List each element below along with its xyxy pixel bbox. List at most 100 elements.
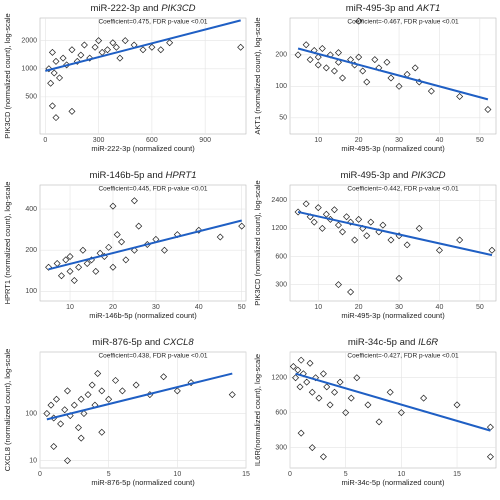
point	[453, 401, 461, 409]
point	[47, 401, 55, 409]
point	[330, 206, 338, 214]
point	[80, 409, 88, 417]
point	[334, 281, 342, 289]
fit-line	[295, 372, 491, 432]
x-tick-label: 15	[242, 471, 250, 478]
point	[166, 39, 174, 47]
point	[63, 387, 71, 395]
point	[326, 401, 334, 409]
x-tick-label: 5	[344, 471, 348, 478]
x-tick-label: 20	[355, 137, 363, 144]
point	[351, 236, 359, 244]
y-tick-label: 2000	[21, 38, 37, 45]
y-tick-label: 400	[25, 206, 37, 213]
point	[57, 272, 65, 280]
fit-line	[45, 19, 241, 72]
point	[109, 263, 117, 271]
x-tick-label: 0	[288, 471, 292, 478]
point	[334, 58, 342, 66]
point	[292, 374, 300, 382]
title-gene: CXCL8	[163, 337, 194, 348]
point	[303, 378, 311, 386]
y-tick-label: 100	[25, 410, 37, 417]
x-tick-label: 30	[395, 137, 403, 144]
y-tick-label: 100	[275, 83, 287, 90]
point	[61, 406, 69, 414]
point	[420, 394, 428, 402]
x-tick-label: 300	[93, 137, 105, 144]
annotation: Coefficient=0.475, FDR p-value <0.01	[98, 19, 207, 26]
y-tick-label: 1200	[271, 225, 287, 232]
plot-area	[289, 351, 497, 469]
y-tick-label: 600	[275, 253, 287, 260]
panel-title: miR-146b-5p and HPRT1	[89, 170, 196, 181]
point	[98, 428, 106, 436]
point	[397, 409, 405, 417]
point	[347, 288, 355, 296]
x-tick-label: 50	[238, 304, 246, 311]
point	[237, 43, 245, 51]
panel-title: miR-495-3p and AKT1	[346, 3, 441, 14]
point	[94, 370, 102, 378]
x-tick-label: 20	[109, 304, 117, 311]
point	[359, 67, 367, 75]
plot-area	[39, 351, 247, 469]
y-tick-label: 300	[275, 281, 287, 288]
point	[355, 53, 363, 61]
point	[323, 383, 331, 391]
point	[387, 74, 395, 82]
y-tick-label: 300	[275, 444, 287, 451]
fit-line	[46, 372, 233, 421]
point	[297, 356, 305, 364]
point	[66, 267, 74, 275]
point	[411, 64, 419, 72]
point	[375, 418, 383, 426]
point	[47, 79, 55, 87]
x-tick-label: 20	[355, 304, 363, 311]
annotation: Coefficient=-0.442, FDR p-value <0.01	[347, 186, 459, 193]
y-axis-label: PIK3CD (normalized count), log-scale	[253, 180, 262, 305]
point	[334, 49, 342, 57]
point	[383, 58, 391, 66]
point	[294, 366, 302, 374]
point	[112, 43, 120, 51]
point	[347, 218, 355, 226]
point	[160, 246, 168, 254]
x-tick-label: 10	[173, 471, 181, 478]
point	[387, 236, 395, 244]
point	[363, 232, 371, 240]
fit-line	[297, 210, 493, 257]
panel-title: miR-34c-5p and IL6R	[348, 337, 438, 348]
x-axis-label: miR-34c-5p (normalized count)	[342, 478, 445, 487]
point	[52, 395, 60, 403]
annotation: Coefficient=-0.467, FDR p-value <0.01	[347, 19, 459, 26]
title-text: miR-222-3p and	[90, 3, 158, 14]
point	[98, 387, 106, 395]
title-text: miR-146b-5p and	[89, 170, 162, 181]
point	[216, 233, 224, 241]
point	[68, 46, 76, 54]
point	[386, 388, 394, 396]
point	[74, 424, 82, 432]
point	[228, 391, 236, 399]
x-tick-label: 10	[397, 471, 405, 478]
y-axis-label: CXCL8 (normalized count), log-scale	[3, 349, 12, 472]
point	[294, 208, 302, 216]
y-tick-label: 200	[25, 247, 37, 254]
point	[173, 387, 181, 395]
point	[367, 218, 375, 226]
x-tick-label: 5	[107, 471, 111, 478]
panel-title: miR-222-3p and PIK3CD	[90, 3, 195, 14]
point	[302, 41, 310, 49]
point	[187, 379, 195, 387]
point	[308, 388, 316, 396]
x-tick-label: 40	[436, 137, 444, 144]
title-text: miR-34c-5p and	[348, 337, 416, 348]
panel-title: miR-876-5p and CXCL8	[92, 337, 194, 348]
point	[56, 74, 64, 82]
point	[355, 17, 363, 25]
point	[371, 56, 379, 64]
point	[130, 197, 138, 205]
point	[57, 420, 65, 428]
x-tick-label: 30	[395, 304, 403, 311]
